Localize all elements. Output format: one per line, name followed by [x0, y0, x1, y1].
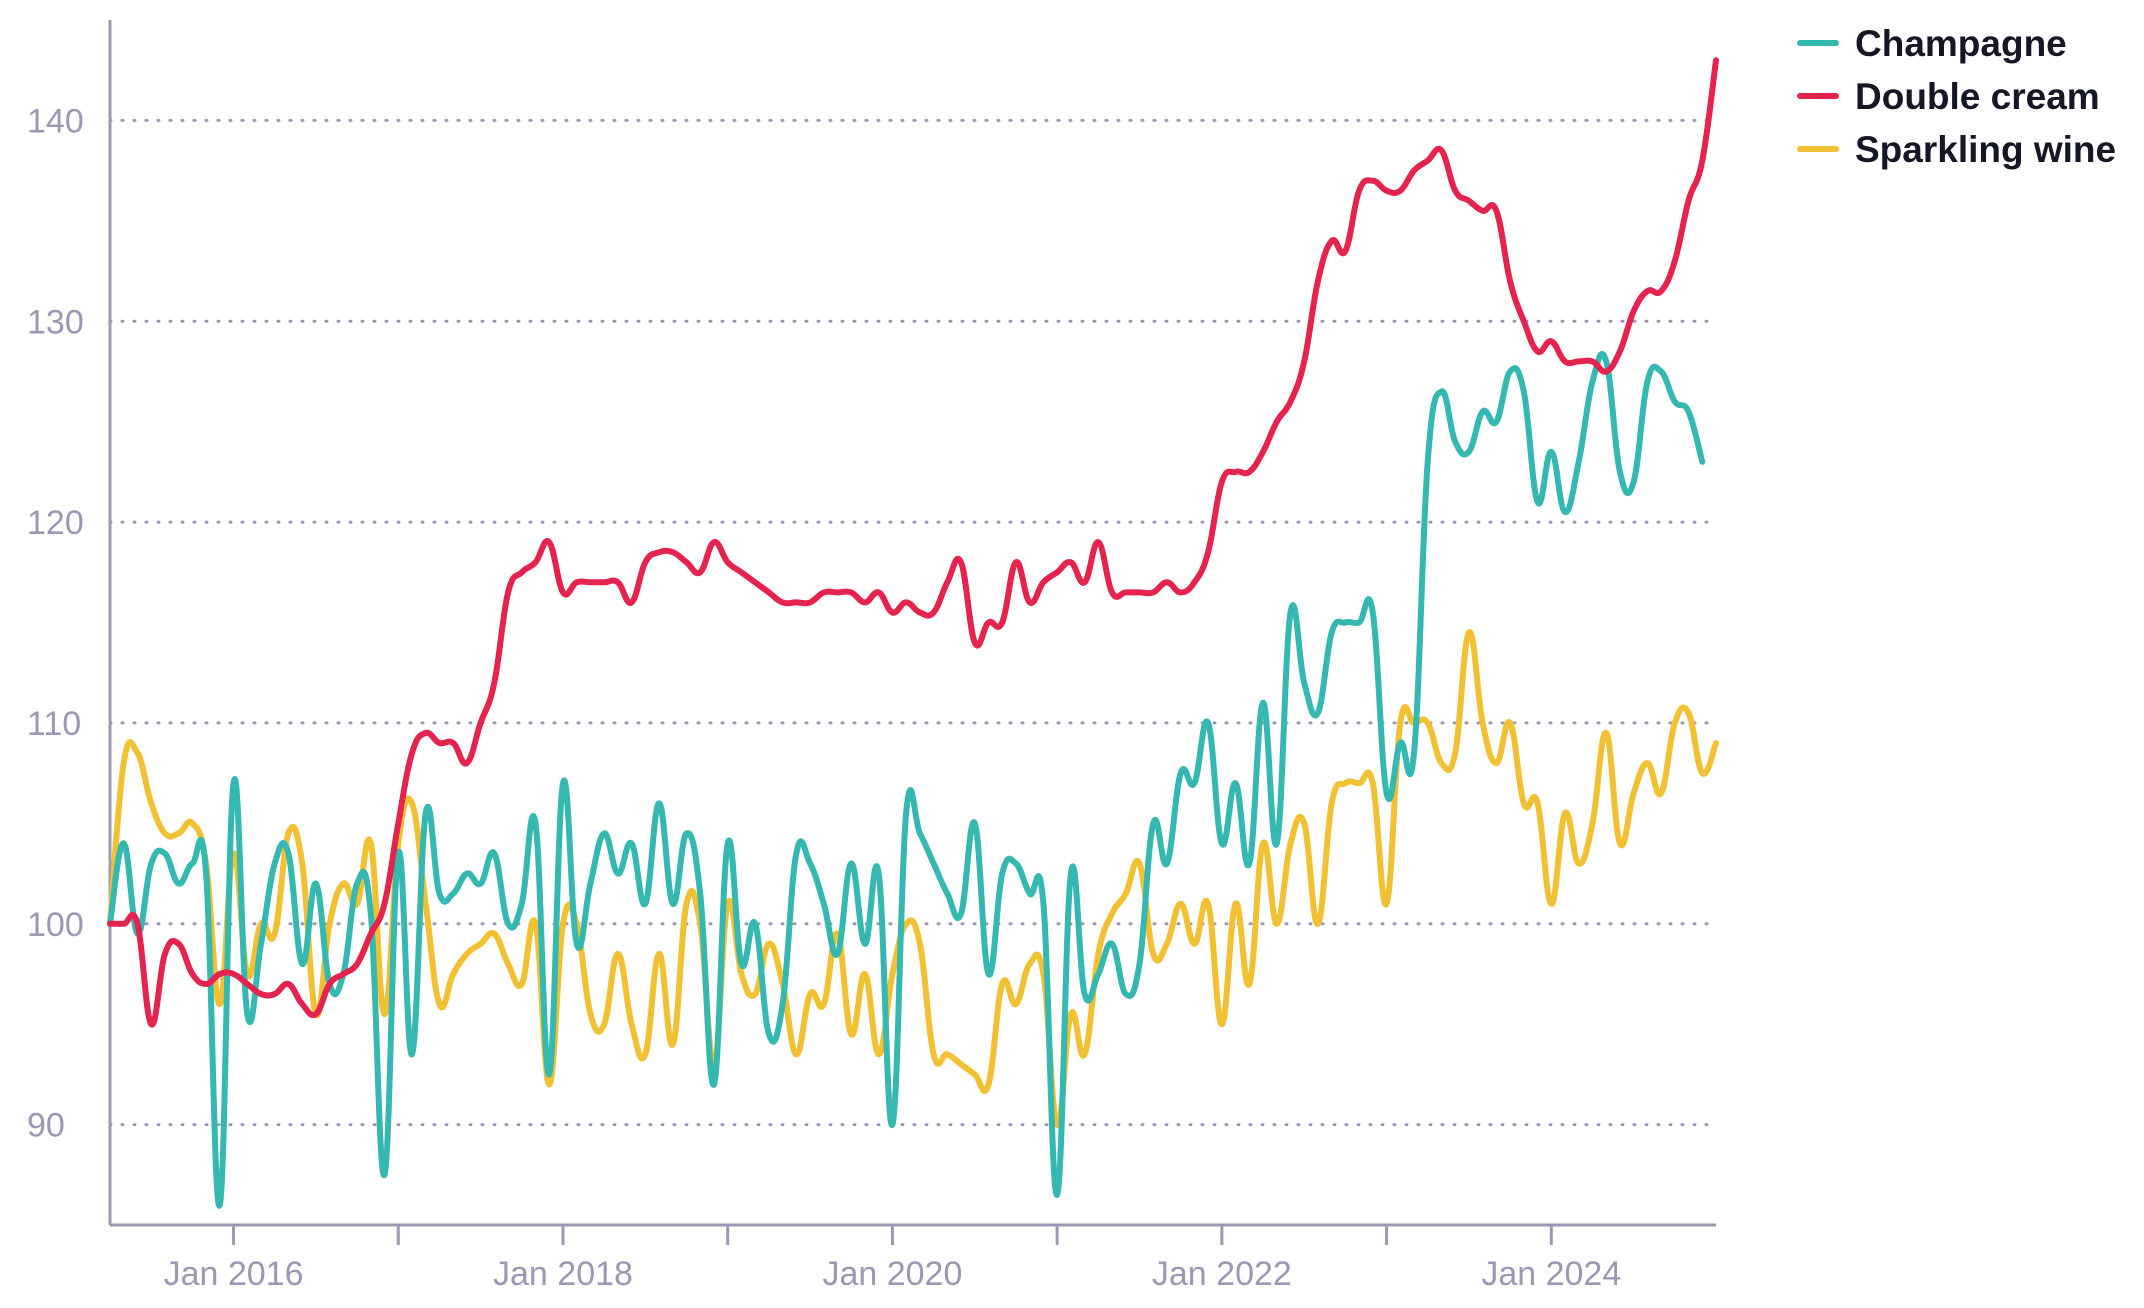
series-line-sparkling-wine [107, 629, 1719, 1128]
y-tick-label: 140 [27, 102, 84, 140]
y-tick-label: 100 [27, 906, 84, 944]
y-tick-label: 130 [27, 303, 84, 341]
legend-label-champagne: Champagne [1855, 23, 2067, 64]
y-tick-label: 90 [27, 1107, 65, 1145]
grid [108, 118, 1718, 1127]
x-tick-label: Jan 2018 [493, 1255, 633, 1293]
legend-label-sparkling-wine: Sparkling wine [1855, 129, 2116, 170]
y-tick-label: 120 [27, 504, 84, 542]
series [107, 57, 1719, 1209]
x-tick-label: Jan 2024 [1481, 1255, 1621, 1293]
x-tick-label: Jan 2022 [1152, 1255, 1292, 1293]
series-line-double-cream [107, 57, 1719, 1028]
legend: Champagne Double cream Sparkling wine [1797, 23, 2116, 170]
y-tick-label: 110 [27, 705, 81, 743]
x-tick-label: Jan 2016 [164, 1255, 304, 1293]
axes: 90 100 110 120 130 140 Jan 2016 Jan 2018 Jan 202… [27, 20, 1716, 1293]
x-tick-label: Jan 2020 [822, 1255, 962, 1293]
legend-label-double-cream: Double cream [1855, 76, 2100, 117]
series-line-champagne [107, 351, 1706, 1209]
